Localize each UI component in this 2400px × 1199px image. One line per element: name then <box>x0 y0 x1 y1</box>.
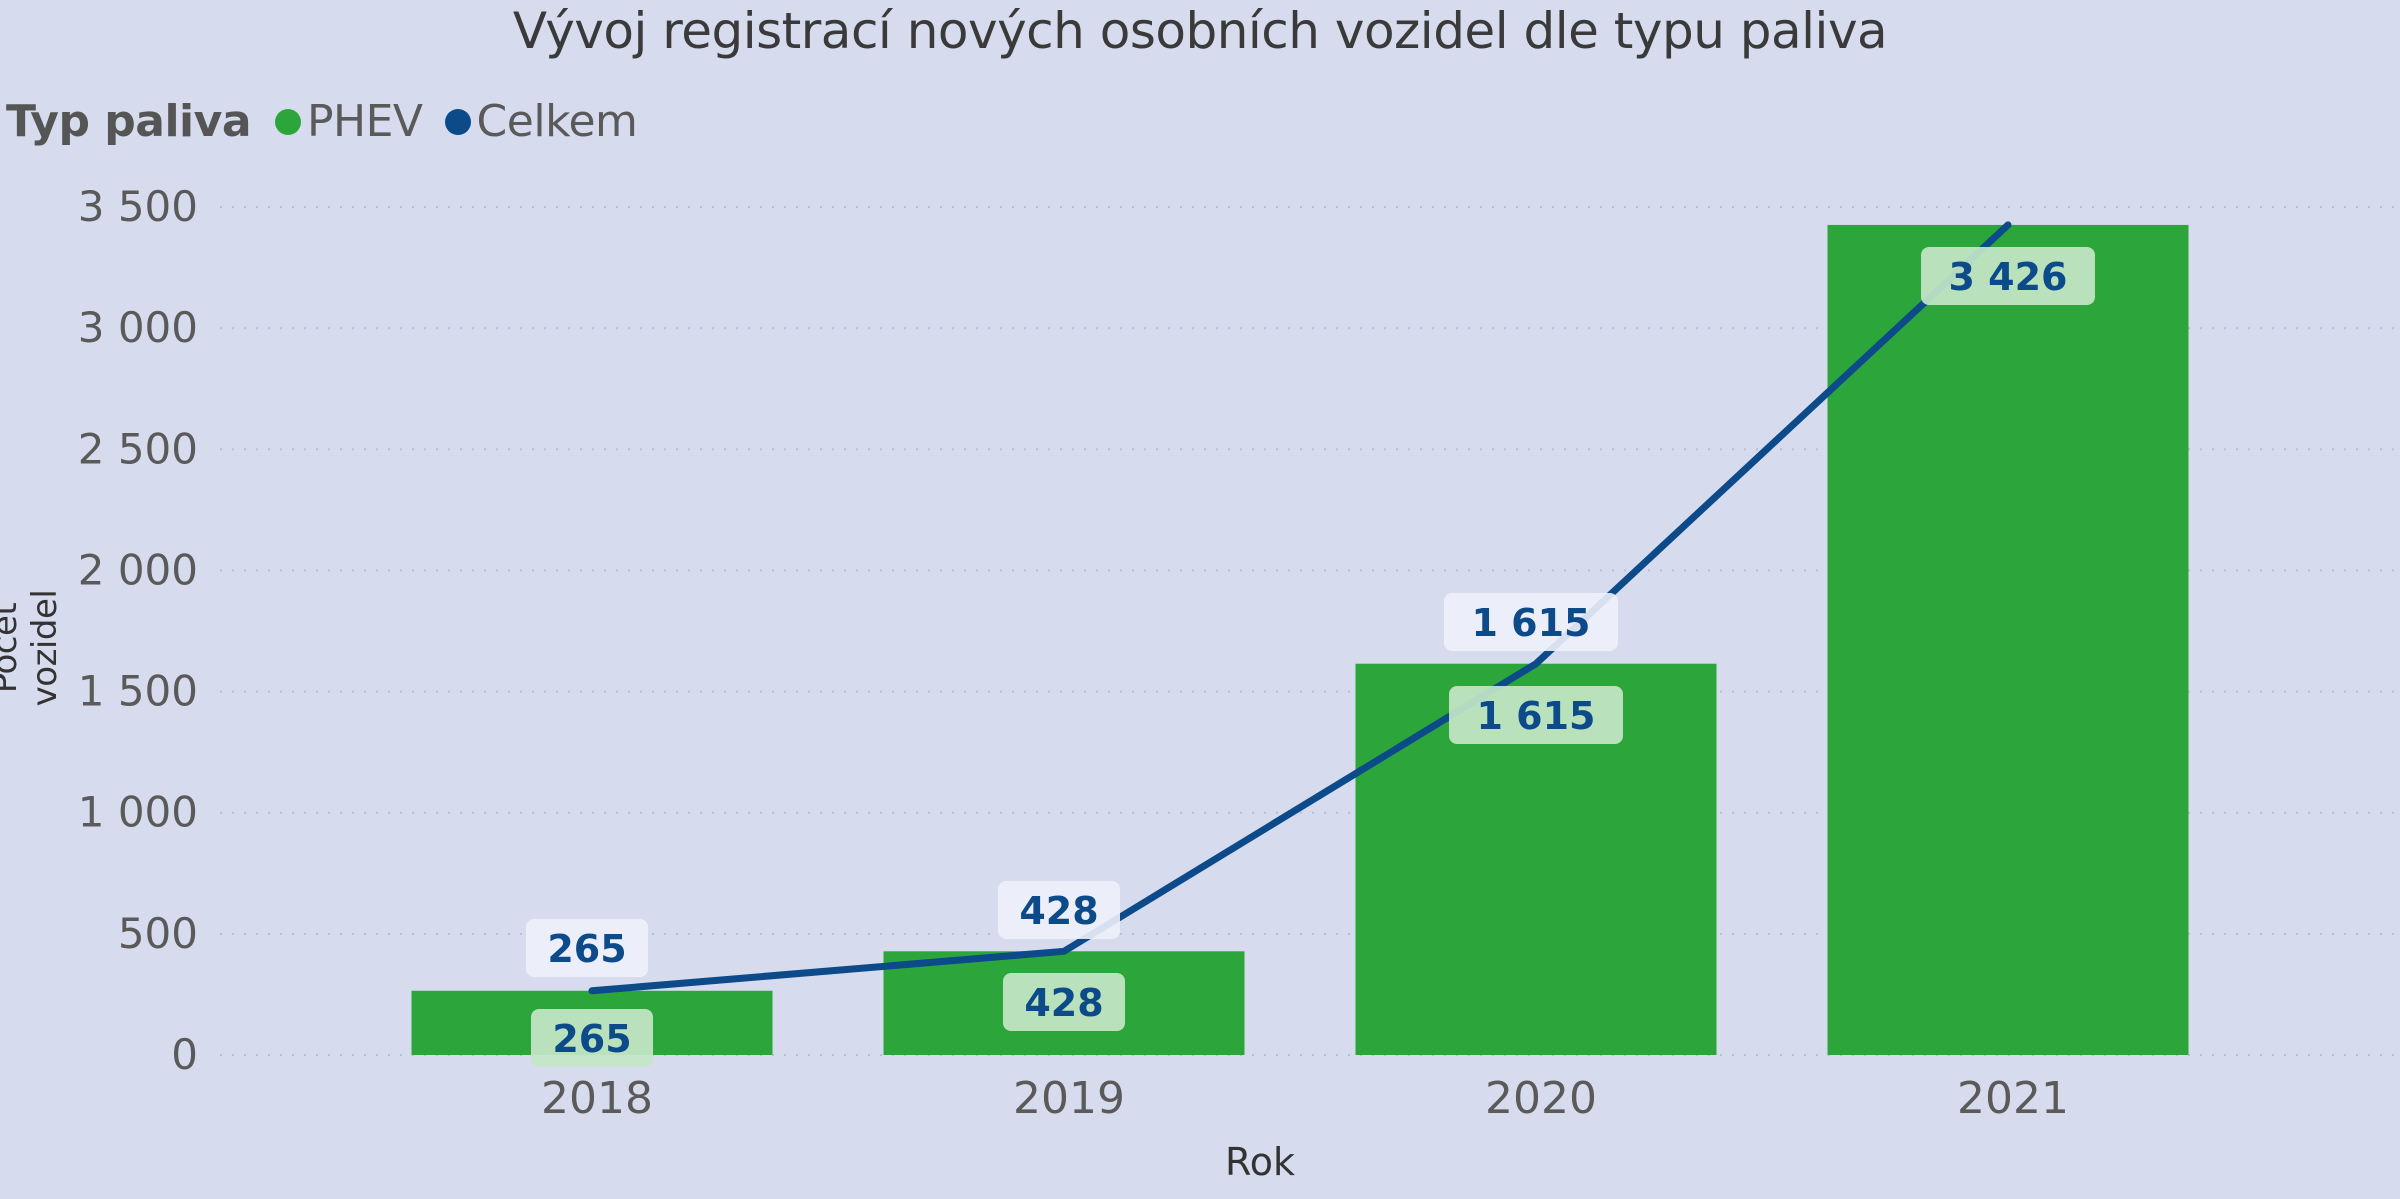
legend-item-phev[interactable]: PHEV <box>275 96 423 147</box>
data-label: 265 <box>547 927 626 971</box>
data-label: 1 615 <box>1477 694 1596 738</box>
y-tick-label: 3 000 <box>78 303 198 352</box>
y-tick-label: 1 500 <box>78 667 198 716</box>
data-label: 265 <box>552 1017 631 1061</box>
x-axis-ticks: 2018 2019 2020 2021 <box>541 1073 2069 1124</box>
legend-title: Typ paliva <box>6 96 252 147</box>
data-label: 428 <box>1024 981 1103 1025</box>
data-label-bg <box>998 881 1120 939</box>
y-tick-label: 3 500 <box>78 182 198 231</box>
data-label: 428 <box>1019 889 1098 933</box>
x-tick-label: 2020 <box>1485 1073 1597 1124</box>
legend-label-celkem: Celkem <box>476 96 638 147</box>
x-tick-label: 2021 <box>1957 1073 2069 1124</box>
legend-item-celkem[interactable]: Celkem <box>444 96 638 147</box>
data-label-bg <box>531 1009 653 1067</box>
data-label-bg <box>1449 686 1623 744</box>
x-tick-label: 2019 <box>1013 1073 1125 1124</box>
legend-dot-phev-icon <box>275 108 302 135</box>
x-tick-label: 2018 <box>541 1073 653 1124</box>
bar-2021[interactable] <box>1827 224 2189 1055</box>
chart-title: Vývoj registrací nových osobních vozidel… <box>512 2 1888 60</box>
data-label: 1 615 <box>1472 601 1591 645</box>
data-label-bg <box>1003 973 1125 1031</box>
y-tick-label: 2 000 <box>78 545 198 594</box>
legend-dot-celkem-icon <box>444 108 471 135</box>
legend: Typ paliva PHEV Celkem <box>6 96 659 147</box>
data-label: 3 426 <box>1949 255 2068 299</box>
y-tick-label: 2 500 <box>78 424 198 473</box>
y-tick-label: 0 <box>171 1030 198 1079</box>
x-axis-label: Rok <box>1225 1140 1295 1184</box>
total-line <box>588 221 2012 995</box>
data-label-bg <box>526 919 648 977</box>
y-axis-ticks: 0 500 1 000 1 500 2 000 2 500 3 000 3 500 <box>78 182 198 1079</box>
y-tick-label: 1 000 <box>78 788 198 837</box>
data-labels: 265 428 1 615 3 426 265 428 1 615 <box>526 247 2095 1067</box>
data-label-bg <box>1444 593 1618 651</box>
legend-label-phev: PHEV <box>307 96 423 147</box>
data-label-bg <box>1921 247 2095 305</box>
y-tick-label: 500 <box>118 909 198 958</box>
line-celkem[interactable] <box>588 221 2012 995</box>
bars <box>411 224 2189 1055</box>
